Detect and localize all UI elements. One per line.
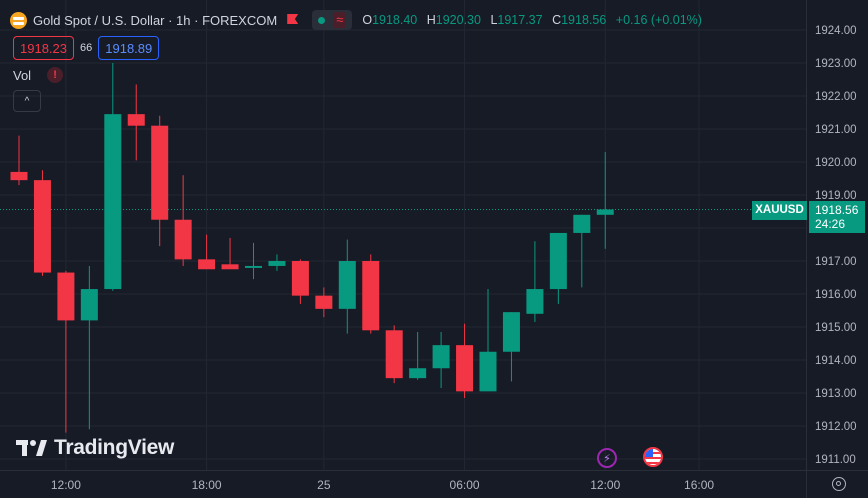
wave-icon: ≈ [333,12,347,28]
y-tick-label: 1921.00 [815,124,857,136]
candle-body[interactable] [151,125,169,220]
y-tick-label: 1920.00 [815,157,857,169]
x-tick-label: 18:00 [192,478,222,492]
candle-body[interactable] [338,261,356,309]
candle-body[interactable] [80,289,98,321]
candle-body[interactable] [526,289,544,314]
symbol-price-label: XAUUSD [752,200,807,220]
x-tick-label: 25 [317,478,331,492]
y-tick-label: 1915.00 [815,322,857,334]
y-tick-label: 1912.00 [815,421,857,433]
y-tick-label: 1917.00 [815,256,857,268]
candle-body[interactable] [315,295,333,309]
candle-body[interactable] [33,180,51,273]
candle-body[interactable] [291,261,309,296]
volume-label[interactable]: Vol [13,67,32,83]
collapse-legend-button[interactable]: ^ [13,90,41,112]
candle-body[interactable] [573,214,591,233]
tradingview-mark-icon [16,440,47,456]
candle-body[interactable] [456,345,474,392]
settings-gear-icon[interactable] [832,477,846,491]
ohlc-values: O1918.40 H1920.30 L1917.37 C1918.56 +0.1… [362,13,708,27]
tradingview-wordmark: TradingView [54,436,175,459]
y-tick-label: 1922.00 [815,91,857,103]
buy-button[interactable]: 1918.89 [98,36,160,60]
change-value: +0.16 (+0.01%) [615,13,702,27]
candle-body[interactable] [362,261,380,331]
y-tick-label: 1916.00 [815,289,857,301]
candle-body[interactable] [385,330,403,379]
y-tick-label: 1913.00 [815,388,857,400]
trade-buttons: 1918.23 66 1918.89 [13,36,160,60]
lightning-icon[interactable]: ⚡ [597,448,617,468]
y-tick-label: 1924.00 [815,25,857,37]
candle-body[interactable] [549,232,567,290]
candle-body[interactable] [432,345,450,369]
low-value: 1917.37 [497,13,543,27]
last-price-tag: 1918.56 24:26 [809,200,865,233]
candle-body[interactable] [174,219,192,260]
x-tick-label: 12:00 [590,478,620,492]
candle-body[interactable] [479,351,497,392]
high-value: 1920.30 [435,13,481,27]
symbol-title[interactable]: Gold Spot / U.S. Dollar · 1h · FOREXCOM [33,12,278,28]
candle-body[interactable] [596,209,614,215]
open-value: 1918.40 [372,13,418,27]
gold-coin-icon [10,11,27,29]
candle-body[interactable] [409,368,427,379]
symbol-legend: Gold Spot / U.S. Dollar · 1h · FOREXCOM … [10,10,708,30]
x-tick-label: 12:00 [51,478,81,492]
candle-body[interactable] [268,261,286,266]
candle-body[interactable] [245,265,262,268]
us-flag-icon[interactable] [643,447,663,467]
open-label: O [362,13,373,27]
volume-indicator-legend: Vol ! [13,67,64,83]
lightning-glyph: ⚡ [603,452,611,465]
candle-body[interactable] [198,259,216,270]
spread-value: 66 [80,42,93,54]
high-label: H [426,13,436,27]
x-tick-label: 16:00 [684,478,714,492]
flag-icon[interactable] [287,14,298,26]
market-open-dot-icon [318,16,326,24]
y-tick-label: 1911.00 [815,454,856,466]
candle-body[interactable] [221,264,239,270]
candle-body[interactable] [104,114,122,290]
close-value: 1918.56 [561,13,607,27]
low-label: L [490,13,498,27]
last-price-value: 1918.56 [815,202,859,217]
candle-body[interactable] [10,171,28,181]
x-tick-label: 06:00 [450,478,480,492]
warning-icon[interactable]: ! [47,67,64,83]
close-label: C [552,13,562,27]
tradingview-logo[interactable]: TradingView [16,436,174,460]
candle-body[interactable] [502,312,520,352]
y-tick-label: 1923.00 [815,58,857,70]
y-tick-label: 1914.00 [815,355,857,367]
sell-button[interactable]: 1918.23 [13,36,74,60]
candle-body[interactable] [57,272,75,321]
candle-body[interactable] [127,114,145,126]
market-status-pill[interactable]: ≈ [312,10,353,30]
y-tick-label: 1919.00 [815,190,857,202]
bar-countdown: 24:26 [815,216,846,231]
